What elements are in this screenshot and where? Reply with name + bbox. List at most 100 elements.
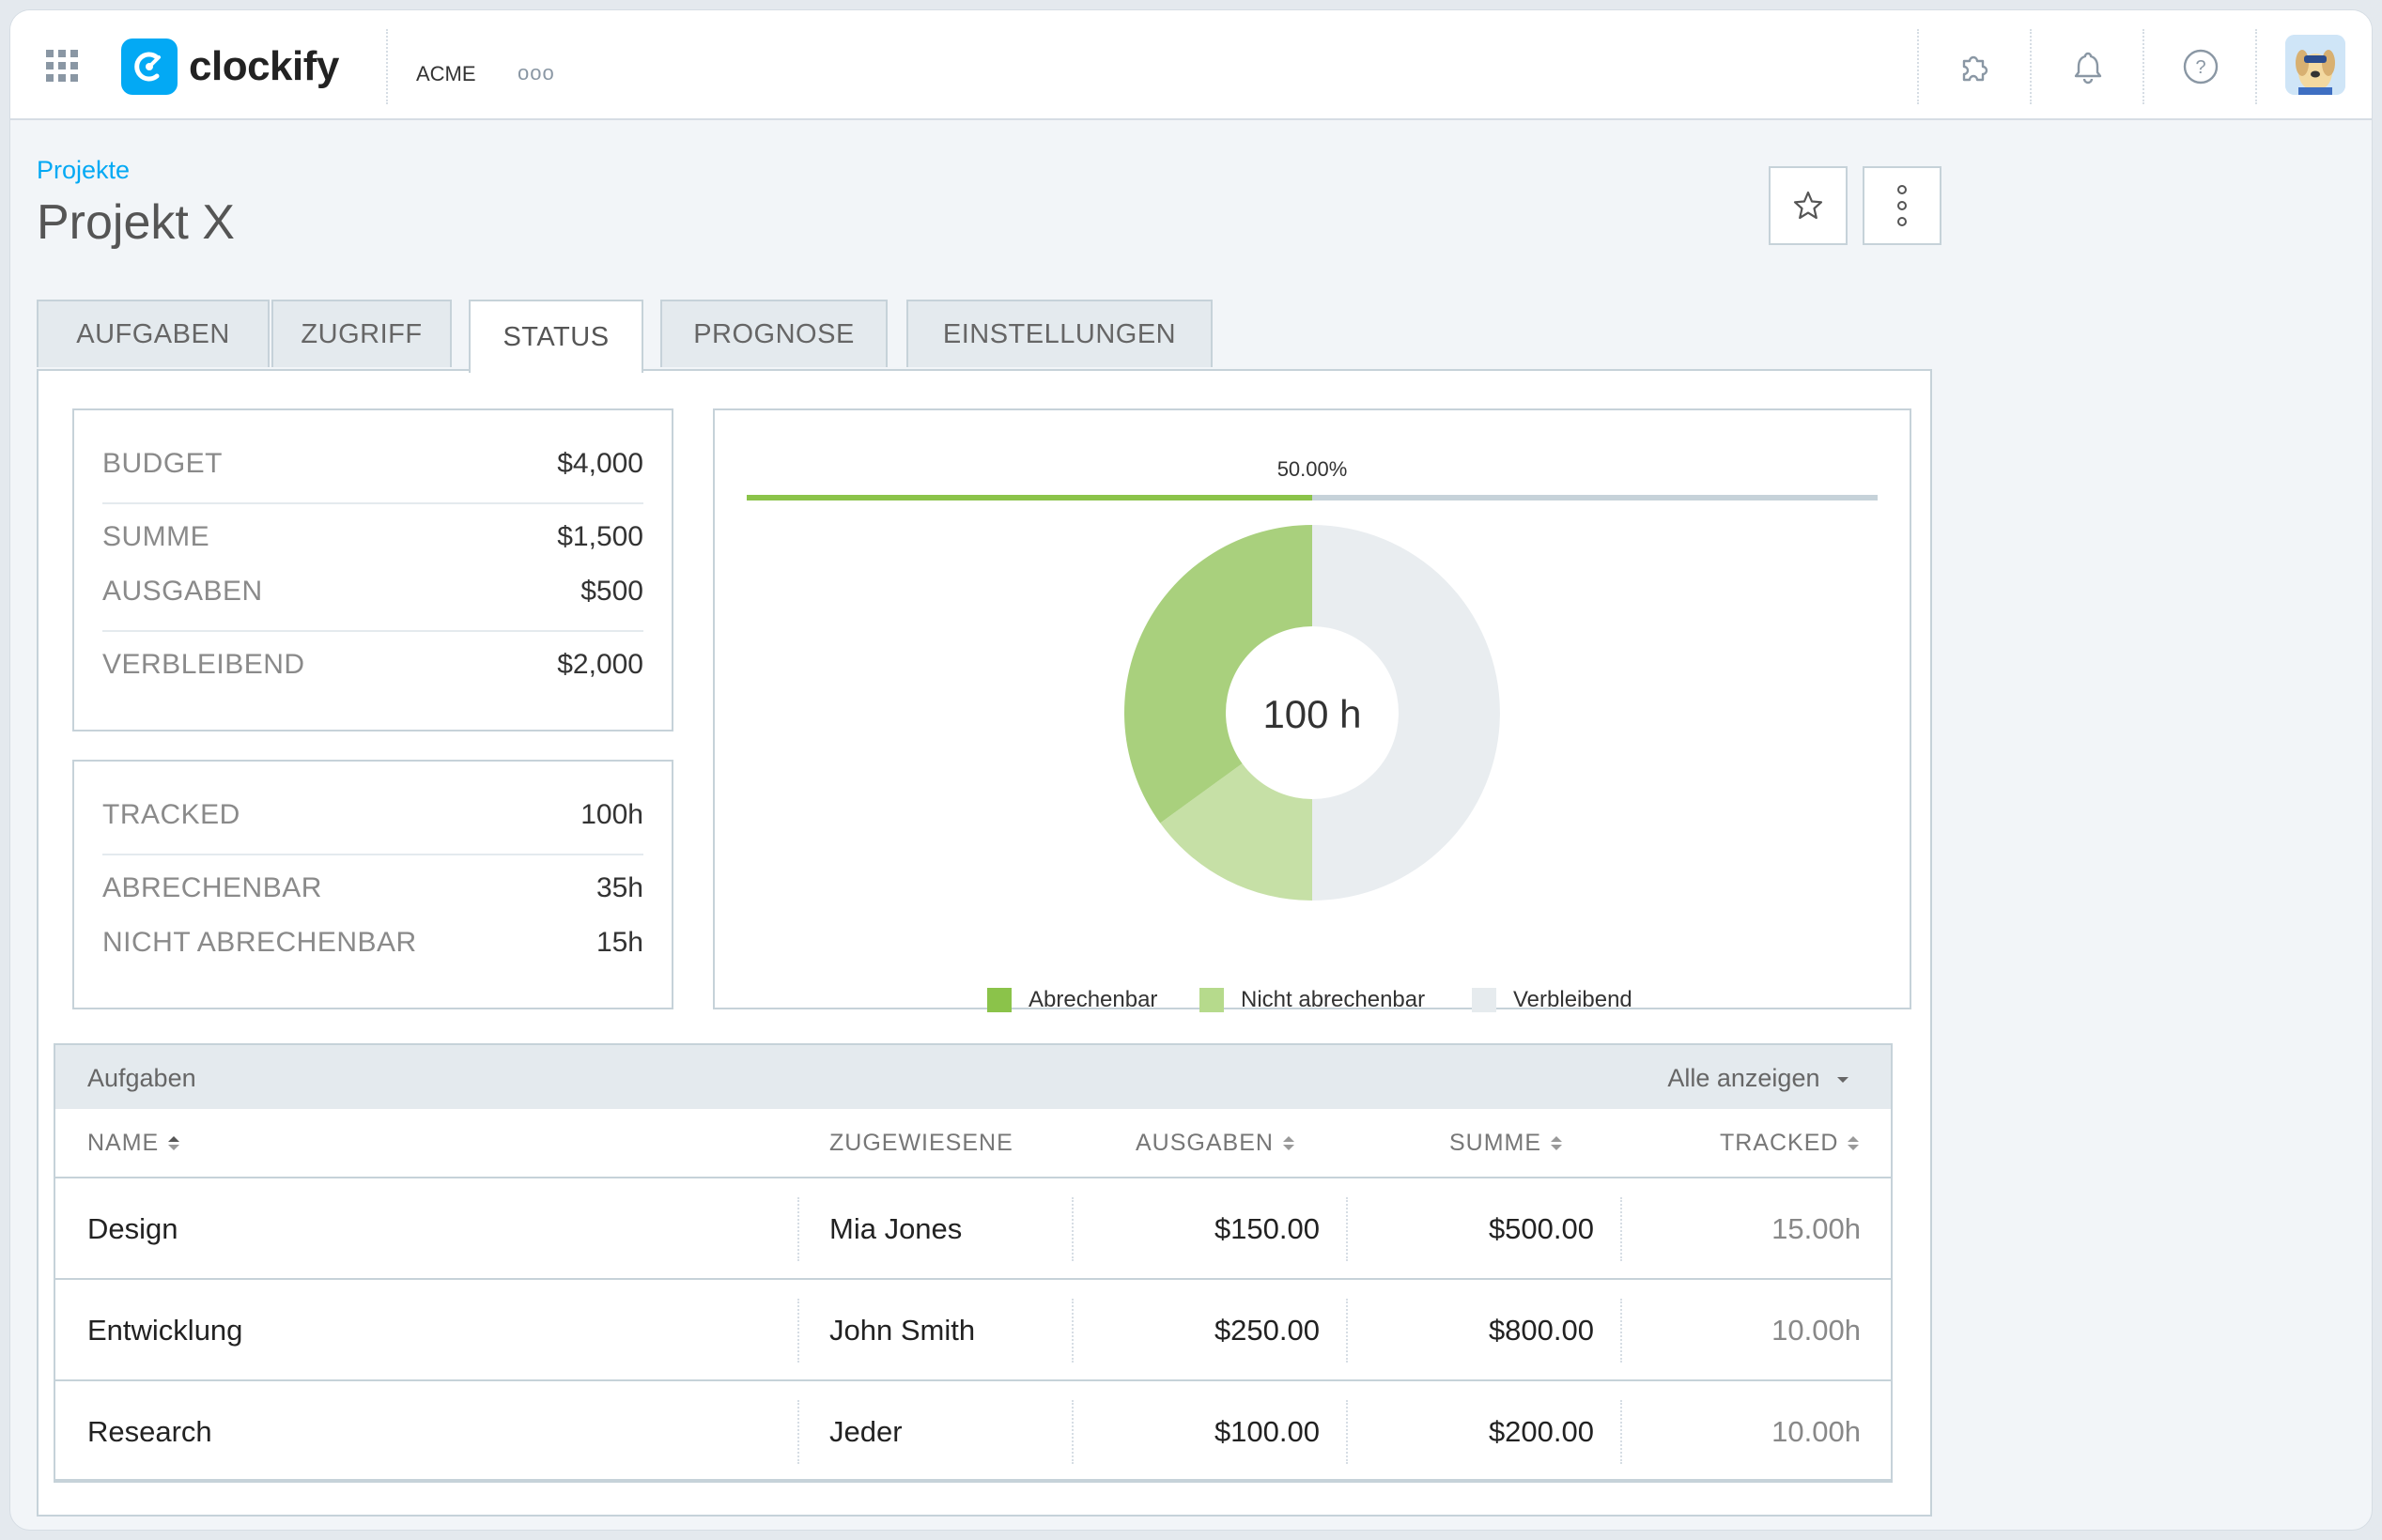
show-all-label: Alle anzeigen [1667,1064,1820,1092]
tracked-row: TRACKED 100h [102,799,643,831]
task-name: Entwicklung [87,1314,243,1347]
table-row[interactable]: Design Mia Jones $150.00 $500.00 15.00h [54,1178,1893,1280]
legend-swatch [1199,988,1224,1012]
divider [797,1197,799,1261]
task-tracked: 10.00h [1771,1415,1861,1448]
bell-icon[interactable] [2069,48,2107,85]
divider [1917,29,1919,104]
user-avatar[interactable] [2285,35,2345,95]
progress-label: 50.00% [1276,457,1348,481]
breadcrumb[interactable]: Projekte [37,156,131,184]
divider [2030,29,2032,104]
remaining-row: VERBLEIBEND $2,000 [102,649,643,681]
expenses-value: $500 [580,576,643,607]
divider [386,29,388,104]
budget-card: BUDGET $4,000 SUMME $1,500 AUSGABEN $500… [72,408,673,732]
column-expenses[interactable]: AUSGABEN [1136,1130,1294,1157]
divider [102,854,643,855]
task-expenses: $100.00 [1214,1415,1320,1448]
chart-card: 50.00% 100 h Abrechenbar Nicht abrechenb… [713,408,1911,1012]
tasks-title: Aufgaben [87,1064,196,1092]
kebab-menu-icon [1897,185,1907,226]
legend-item-verbleibend: Verbleibend [1472,987,1632,1013]
divider [1620,1197,1622,1261]
divider [1620,1400,1622,1464]
task-expenses: $150.00 [1214,1212,1320,1245]
tab-einstellungen[interactable]: EINSTELLUNGEN [906,300,1213,367]
show-all-dropdown[interactable]: Alle anzeigen [1667,1064,1849,1093]
task-assignees: Mia Jones [829,1212,963,1245]
page-title: Projekt X [37,195,235,250]
task-assignees: John Smith [829,1314,976,1347]
divider [1620,1299,1622,1363]
tab-aufgaben[interactable]: AUFGABEN [37,300,270,367]
budget-value: $4,000 [557,448,643,479]
workspace-name[interactable]: ACME [416,62,476,85]
pie-center-hole [1226,626,1399,799]
table-row[interactable]: Research Jeder $100.00 $200.00 10.00h [54,1381,1893,1483]
chart-svg: 100 h [747,495,1878,901]
divider [2255,29,2257,104]
workspace-more-icon[interactable]: ooo [518,61,555,85]
app-name: clockify [189,43,339,89]
sum-value: $1,500 [557,521,643,552]
clockify-logo-icon [121,38,178,95]
task-sum: $500.00 [1488,1212,1594,1245]
divider [797,1400,799,1464]
divider [2142,29,2144,104]
nonbillable-label: NICHT ABRECHENBAR [102,927,417,958]
tab-status[interactable]: STATUS [469,300,643,373]
logo[interactable]: clockify [121,38,339,95]
billable-label: ABRECHENBAR [102,872,322,903]
sum-row: SUMME $1,500 [102,521,643,553]
tracked-label: TRACKED [102,799,240,830]
legend-label: Nicht abrechenbar [1241,987,1426,1012]
divider [1346,1400,1348,1464]
legend-label: Verbleibend [1513,987,1632,1012]
tasks-header: Aufgaben Alle anzeigen [54,1043,1893,1111]
pie-slice-abrechenbar [1124,525,1312,824]
divider [102,502,643,504]
caret-down-icon [1837,1076,1848,1083]
tasks-column-headers: NAME ZUGEWIESENE AUSGABEN SUMME TRACKED [54,1109,1893,1178]
divider [1072,1197,1074,1261]
task-assignees: Jeder [829,1415,903,1448]
task-tracked: 15.00h [1771,1212,1861,1245]
svg-text:?: ? [2195,57,2205,78]
pie-center-label: 100 h [1262,692,1361,736]
sort-icon [168,1136,180,1150]
more-options-button[interactable] [1863,166,1941,245]
nonbillable-value: 15h [596,927,643,958]
sort-icon [1551,1136,1563,1150]
apps-grid-icon[interactable] [46,50,78,82]
tab-zugriff[interactable]: ZUGRIFF [271,300,452,367]
task-tracked: 10.00h [1771,1314,1861,1347]
column-tracked-label: TRACKED [1720,1130,1839,1156]
column-tracked[interactable]: TRACKED [1720,1130,1860,1157]
legend-swatch [1472,988,1496,1012]
column-assignees-label: ZUGEWIESENE [829,1130,1013,1156]
task-name: Design [87,1212,178,1245]
sum-label: SUMME [102,521,210,552]
task-sum: $200.00 [1488,1415,1594,1448]
puzzle-icon[interactable] [1957,48,1994,85]
progress-fill [747,495,1312,500]
nonbillable-row: NICHT ABRECHENBAR 15h [102,927,643,959]
tracked-value: 100h [580,799,643,830]
tab-prognose[interactable]: PROGNOSE [660,300,888,367]
column-name[interactable]: NAME [87,1130,180,1157]
table-row[interactable]: Entwicklung John Smith $250.00 $800.00 1… [54,1280,1893,1381]
column-sum[interactable]: SUMME [1449,1130,1563,1157]
favorite-button[interactable] [1769,166,1848,245]
task-expenses: $250.00 [1214,1314,1320,1347]
expenses-row: AUSGABEN $500 [102,576,643,608]
budget-label: BUDGET [102,448,224,479]
divider [1072,1400,1074,1464]
help-icon[interactable]: ? [2182,48,2220,85]
sort-icon [1282,1136,1294,1150]
divider [1072,1299,1074,1363]
divider [797,1299,799,1363]
sort-icon [1848,1136,1860,1150]
legend-item-abrechenbar: Abrechenbar [987,987,1157,1013]
legend-label: Abrechenbar [1029,987,1158,1012]
